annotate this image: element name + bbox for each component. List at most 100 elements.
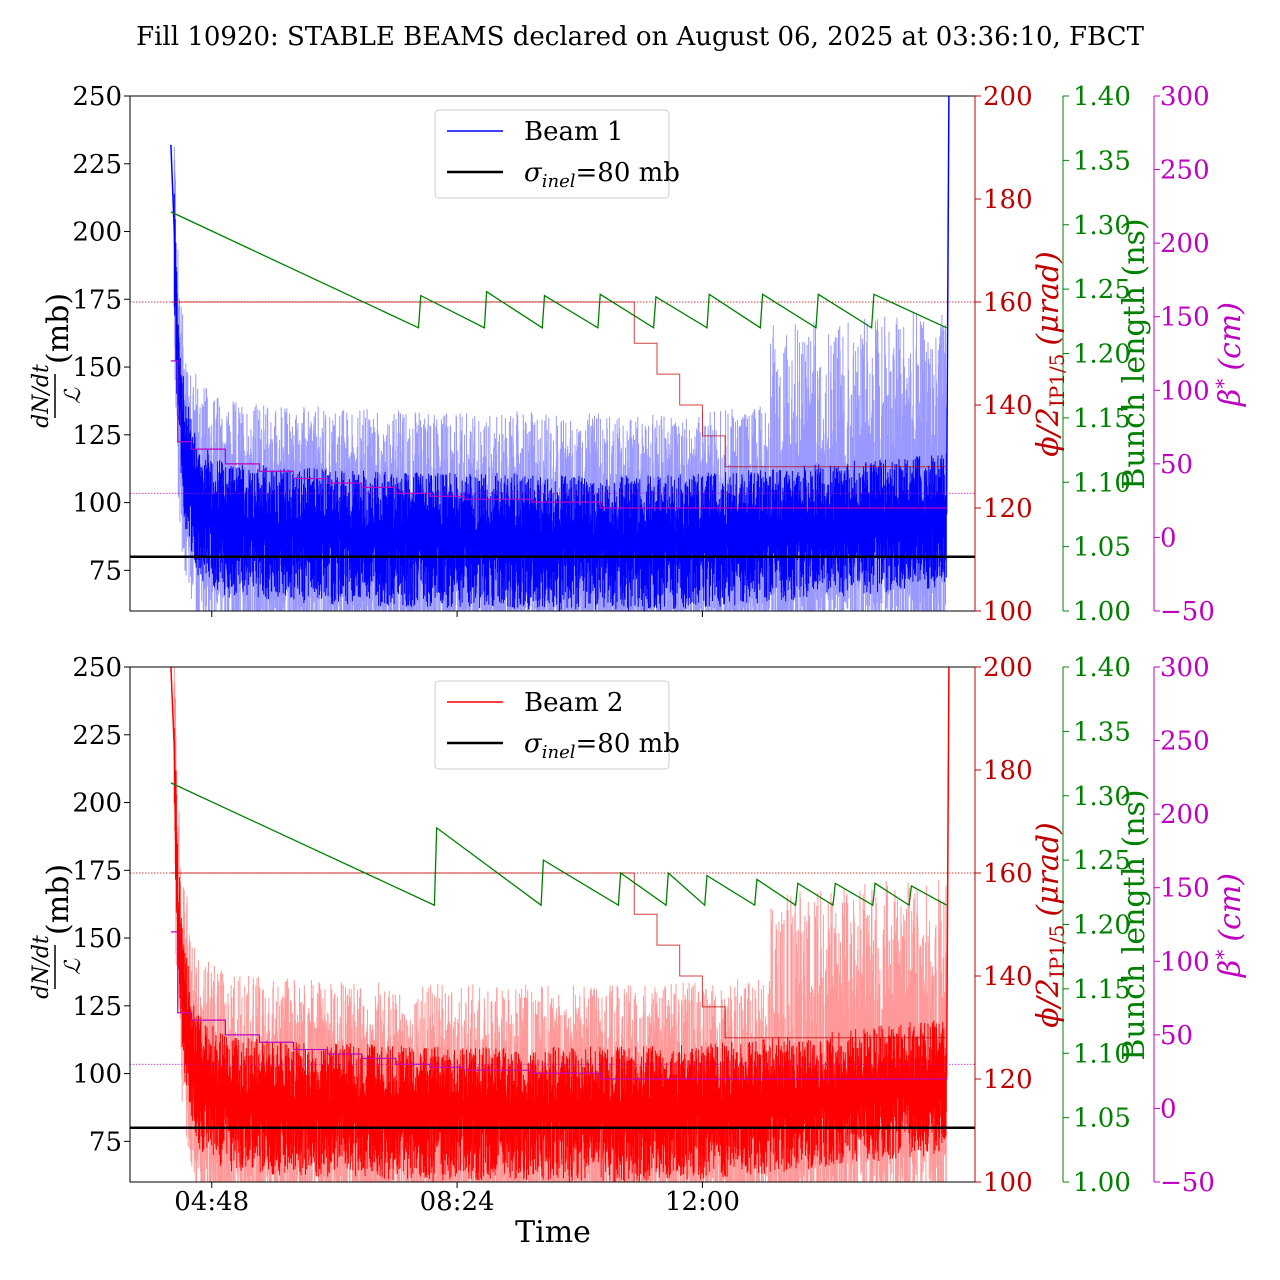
left-axis-tick-label: 100 [72, 489, 122, 519]
crossing-axis-tick-label: 200 [983, 82, 1033, 112]
beta-axis-tick-label: −50 [1160, 597, 1215, 627]
bunch-axis-tick-label: 1.00 [1073, 597, 1131, 627]
crossing-axis-title: ϕ/2IP1/5 (μrad) [1031, 251, 1069, 457]
sigma-subscript: inel [542, 171, 576, 192]
left-axis-tick-label: 175 [72, 856, 122, 886]
left-axis-title-numerator: dN/dt [29, 935, 54, 999]
plot-area [130, 666, 975, 1182]
left-axis-tick-label: 225 [72, 721, 122, 751]
left-axis-tick-label: 250 [72, 653, 122, 683]
legend: Beam 1 σinel=80 mb [434, 109, 680, 199]
x-axis-tick-label: 08:24 [420, 1187, 495, 1217]
left-axis-title-numerator: dN/dt [29, 364, 54, 428]
bunch-axis-tick-label: 1.30 [1073, 211, 1131, 241]
legend: Beam 2 σinel=80 mb [434, 680, 680, 770]
left-axis-title-denominator: ℒ [61, 387, 86, 404]
beta-axis-title-sup: * [1211, 379, 1235, 389]
left-axis-tick-label: 250 [72, 82, 122, 112]
bunch-axis-tick-label: 1.25 [1073, 275, 1131, 305]
x-axis-tick-label: 12:00 [665, 1187, 740, 1217]
beta-axis-tick-label: 200 [1160, 229, 1210, 259]
beta-axis-title-sup: * [1211, 950, 1235, 960]
chart-title: Fill 10920: STABLE BEAMS declared on Aug… [136, 22, 1145, 52]
crossing-axis-tick-label: 140 [983, 391, 1033, 421]
bunch-axis-tick-label: 1.00 [1073, 1168, 1131, 1198]
beta-axis-title-unit: (cm) [1213, 873, 1248, 942]
bunch-axis-tick-label: 1.40 [1073, 82, 1131, 112]
legend-beam-label: Beam 2 [524, 688, 623, 718]
crossing-axis-tick-label: 120 [983, 1065, 1033, 1095]
beta-axis-tick-label: 150 [1160, 303, 1210, 333]
legend-box [434, 680, 670, 770]
bunch-axis-tick-label: 1.35 [1073, 717, 1131, 747]
crossing-axis-title-unit: (μrad) [1031, 251, 1066, 345]
left-axis-tick-label: 225 [72, 150, 122, 180]
legend-beam-label: Beam 1 [524, 117, 623, 147]
x-axis-title: Time [515, 1215, 591, 1250]
beam-series-line [170, 666, 950, 1107]
axes: 75 100 125 150 175 200 225 250 100 120 140 160 180 20… [72, 653, 1215, 1217]
bunch-axis-tick-label: 1.10 [1073, 1039, 1131, 1069]
axes: 75 100 125 150 175 200 225 250 100 120 140 160 180 20… [72, 82, 1215, 627]
legend-box [434, 109, 670, 199]
left-axis-tick-label: 75 [89, 1127, 122, 1157]
beta-axis-tick-label: 50 [1160, 450, 1193, 480]
crossing-axis-tick-label: 160 [983, 288, 1033, 318]
left-axis-tick-label: 200 [72, 789, 122, 819]
crossing-axis-tick-label: 180 [983, 185, 1033, 215]
crossing-axis-title-symbol: ϕ/2 [1031, 407, 1066, 457]
bunch-axis-tick-label: 1.10 [1073, 468, 1131, 498]
crossing-axis-tick-label: 200 [983, 653, 1033, 683]
beta-axis-tick-label: 300 [1160, 82, 1210, 112]
beta-star-line [170, 360, 947, 509]
legend-sigma-label: σinel=80 mb [524, 158, 680, 192]
crossing-axis-tick-label: 120 [983, 494, 1033, 524]
sigma-symbol: σ [524, 158, 543, 188]
left-axis-tick-label: 125 [72, 421, 122, 451]
beta-axis-tick-label: 50 [1160, 1021, 1193, 1051]
bunch-axis-tick-label: 1.05 [1073, 533, 1131, 563]
bunch-length-line [170, 782, 947, 907]
bunch-axis-title: Bunch length (ns) [1117, 218, 1152, 489]
left-axis-tick-label: 150 [72, 924, 122, 954]
beta-axis-title-symbol: β [1213, 960, 1248, 978]
bunch-axis-title: Bunch length (ns) [1117, 789, 1152, 1060]
crossing-axis-tick-label: 160 [983, 859, 1033, 889]
left-axis-title-unit: (mb) [41, 293, 76, 364]
crossing-axis-tick-label: 180 [983, 756, 1033, 786]
left-axis-tick-label: 125 [72, 992, 122, 1022]
legend-sigma-label: σinel=80 mb [524, 729, 680, 763]
crossing-axis-title: ϕ/2IP1/5 (μrad) [1031, 822, 1069, 1028]
crossing-axis-title-sub: IP1/5 [1045, 354, 1069, 408]
left-axis-tick-label: 100 [72, 1060, 122, 1090]
left-axis-tick-label: 175 [72, 285, 122, 315]
beta-axis-tick-label: 300 [1160, 653, 1210, 683]
x-axis-tick-label: 04:48 [174, 1187, 249, 1217]
bunch-axis-tick-label: 1.15 [1073, 975, 1131, 1005]
crossing-axis-tick-label: 100 [983, 1168, 1033, 1198]
panel-beam-2: 75 100 125 150 175 200 225 250 100 120 140 160 180 20… [29, 653, 1248, 1217]
crossing-axis-tick-label: 140 [983, 962, 1033, 992]
crossing-axis-tick-label: 100 [983, 597, 1033, 627]
beta-axis-tick-label: 100 [1160, 947, 1210, 977]
left-axis-tick-label: 150 [72, 353, 122, 383]
sigma-subscript: inel [542, 742, 576, 763]
left-axis-title-unit: (mb) [41, 864, 76, 935]
bunch-axis-tick-label: 1.30 [1073, 782, 1131, 812]
bunch-axis-tick-label: 1.25 [1073, 846, 1131, 876]
left-axis-tick-label: 200 [72, 218, 122, 248]
bunch-axis-tick-label: 1.40 [1073, 653, 1131, 683]
crossing-axis-title-sub: IP1/5 [1045, 925, 1069, 979]
beta-axis-tick-label: 100 [1160, 376, 1210, 406]
beta-axis-tick-label: 150 [1160, 874, 1210, 904]
sigma-value: =80 mb [576, 729, 680, 759]
bunch-axis-tick-label: 1.35 [1073, 146, 1131, 176]
plot-area [130, 95, 975, 611]
bunch-length-line [170, 211, 947, 329]
bunch-axis-tick-label: 1.15 [1073, 404, 1131, 434]
beta-axis-tick-label: 250 [1160, 727, 1210, 757]
beta-axis-tick-label: 0 [1160, 1094, 1177, 1124]
left-axis-title-denominator: ℒ [61, 958, 86, 975]
sigma-value: =80 mb [576, 158, 680, 188]
